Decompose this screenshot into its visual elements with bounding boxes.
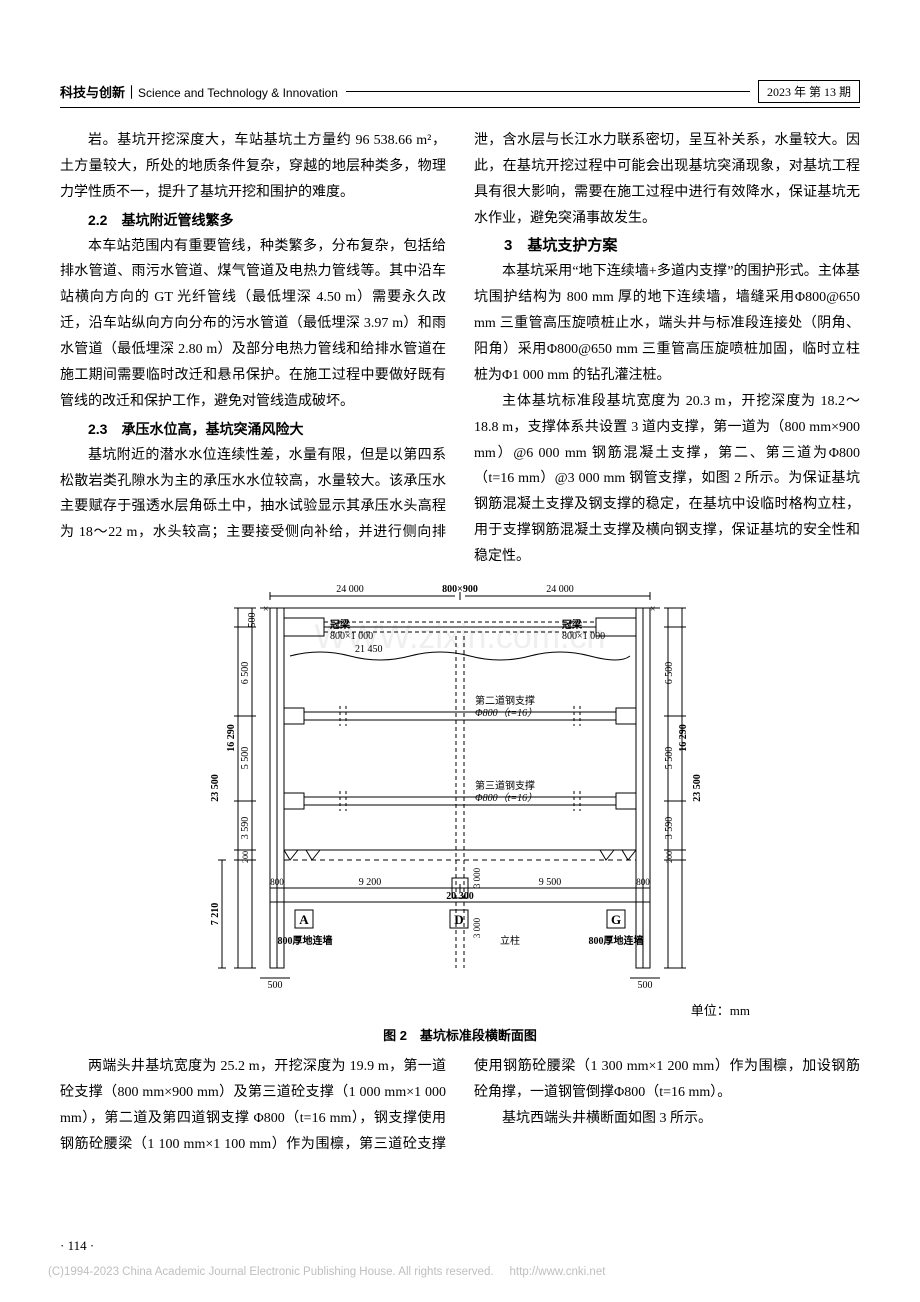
page-number: · 114 ·	[60, 1238, 94, 1254]
dim-24000-r: 24 000	[546, 584, 574, 595]
dim-6500-l: 6 500	[240, 662, 251, 685]
footer-copyright: (C)1994-2023 China Academic Journal Elec…	[48, 1266, 494, 1278]
footer-link[interactable]: http://www.cnki.net	[510, 1266, 606, 1278]
label-strut3-b: Φ800（t=16）	[475, 792, 537, 804]
label-guanliang-l: 冠梁	[330, 618, 351, 631]
dim-23500-r: 23 500	[692, 774, 703, 802]
heading-2-2: 2.2 基坑附近管线繁多	[60, 208, 446, 234]
dim-23500-l: 23 500	[210, 774, 221, 802]
dim-500-l: 500	[247, 613, 258, 628]
dim-500-bl: 500	[268, 980, 283, 991]
title-divider: ｜	[125, 85, 138, 100]
label-wall-l: 800厚地连墙	[278, 934, 333, 947]
para-1: 岩。基坑开挖深度大，车站基坑土方量约 96 538.66 m²，土方量较大，所处…	[60, 128, 446, 206]
label-strut2-b: Φ800（t=16）	[475, 707, 537, 719]
dim-7210: 7 210	[210, 903, 221, 926]
dim-200-l: 200	[241, 851, 250, 863]
footer: (C)1994-2023 China Academic Journal Elec…	[48, 1266, 872, 1278]
label-gl-l-dim: 800×1 000	[330, 631, 373, 642]
dim-16290-r: 16 290	[678, 724, 689, 752]
dim-3000-b: 3 000	[472, 917, 482, 938]
label-gl-r-dim: 800×1 000	[562, 631, 605, 642]
dim-800x900: 800×900	[442, 584, 478, 595]
body-columns-top: 岩。基坑开挖深度大，车站基坑土方量约 96 538.66 m²，土方量较大，所处…	[60, 128, 860, 570]
para-22: 本车站范围内有重要管线，种类繁多，分布复杂，包括给排水管道、雨污水管道、煤气管道…	[60, 234, 446, 415]
dim-20300: 20 300	[446, 891, 474, 902]
dim-3590-r: 3 590	[664, 817, 675, 840]
dim-3590-l: 3 590	[240, 817, 251, 840]
body-columns-bottom: 两端头井基坑宽度为 25.2 m，开挖深度为 19.9 m，第一道砼支撑（800…	[60, 1054, 860, 1158]
cross-section-diagram: WWW.zixin.com.cn × ×	[130, 578, 790, 998]
dim-6500-r: 6 500	[664, 662, 675, 685]
heading-3: 3 基坑支护方案	[474, 232, 860, 260]
para-32: 主体基坑标准段基坑宽度为 20.3 m，开挖深度为 18.2～18.8 m，支撑…	[474, 389, 860, 570]
journal-title-en: Science and Technology & Innovation	[138, 86, 338, 100]
dim-9200: 9 200	[359, 877, 382, 888]
dim-9500: 9 500	[539, 877, 562, 888]
svg-text:×: ×	[650, 604, 656, 615]
figure-caption: 图 2 基坑标准段横断面图	[60, 1025, 860, 1044]
journal-title-cn: 科技与创新	[60, 85, 125, 100]
label-lizhu: 立柱	[500, 934, 520, 947]
dim-3000-a: 3 000	[472, 867, 482, 888]
header-rule	[346, 91, 750, 92]
page-header: 科技与创新｜Science and Technology & Innovatio…	[60, 80, 860, 108]
issue-label: 2023 年 第 13 期	[758, 80, 860, 103]
label-guanliang-r: 冠梁	[562, 618, 583, 631]
svg-text:×: ×	[263, 604, 269, 615]
label-G: G	[611, 912, 621, 927]
label-A: A	[299, 912, 309, 927]
label-strut3-a: 第三道钢支撑	[475, 779, 535, 792]
journal-title: 科技与创新｜Science and Technology & Innovatio…	[60, 82, 338, 101]
figure-2: WWW.zixin.com.cn × ×	[60, 578, 860, 1044]
label-D: D	[454, 912, 463, 927]
label-strut2-a: 第二道钢支撑	[475, 694, 535, 707]
dim-5500-l: 5 500	[240, 747, 251, 770]
dim-500-br: 500	[638, 980, 653, 991]
dim-800-br: 800	[636, 877, 650, 887]
dim-5500-r: 5 500	[664, 747, 675, 770]
label-wall-r: 800厚地连墙	[589, 934, 644, 947]
dim-16290-l: 16 290	[226, 724, 237, 752]
dim-21450: 21 450	[355, 644, 383, 655]
para-bottom-2: 基坑西端头井横断面如图 3 所示。	[474, 1106, 860, 1132]
dim-200-r: 200	[665, 851, 674, 863]
heading-2-3: 2.3 承压水位高，基坑突涌风险大	[60, 417, 446, 443]
figure-unit: 单位：mm	[60, 1000, 860, 1019]
dim-24000-l: 24 000	[336, 584, 364, 595]
para-31: 本基坑采用“地下连续墙+多道内支撑”的围护形式。主体基坑围护结构为 800 mm…	[474, 259, 860, 388]
dim-800-bl: 800	[270, 877, 284, 887]
